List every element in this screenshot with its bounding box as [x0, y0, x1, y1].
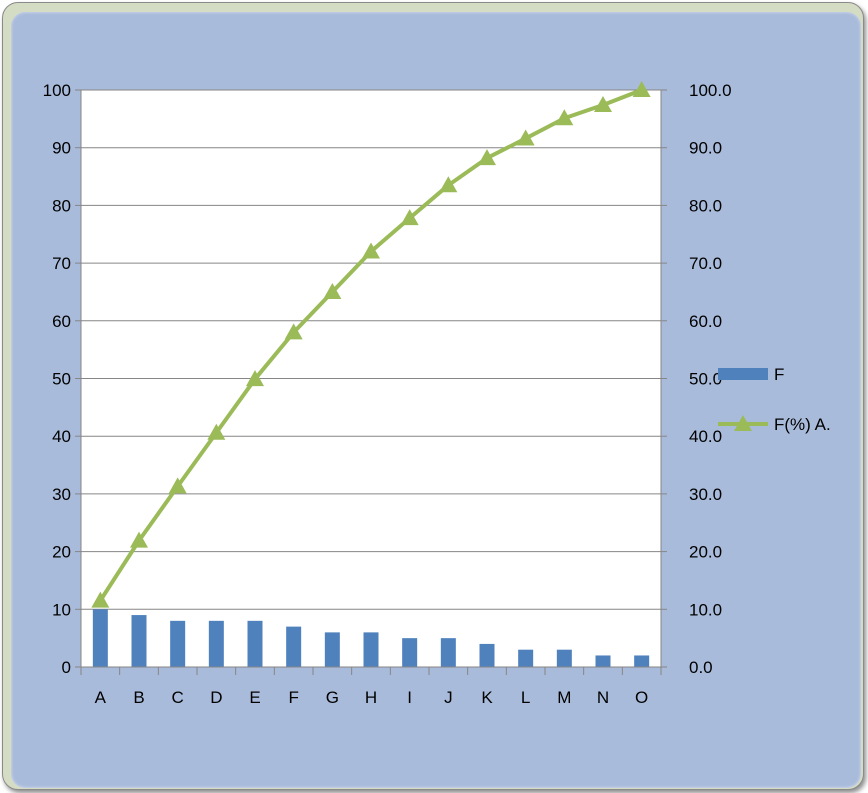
x-axis-tick-label: J — [444, 688, 453, 707]
bar — [363, 632, 379, 667]
legend: F F(%) A. — [718, 365, 831, 434]
line-marker — [246, 370, 264, 387]
line-series — [91, 81, 651, 608]
right-axis-tick-labels: 0.0 10.0 20.0 30.0 40.0 50.0 60.0 70.0 80.0 90.0 1… — [689, 81, 732, 677]
axes — [75, 89, 667, 675]
x-axis-tick-label: L — [521, 688, 530, 707]
left-axis-tick-label: 50 — [52, 370, 71, 389]
left-axis-tick-label: 0 — [62, 658, 71, 677]
line-marker — [207, 423, 226, 440]
x-axis-tick-label: A — [95, 688, 107, 707]
right-axis-tick-label: 90.0 — [689, 139, 722, 158]
line-marker — [168, 477, 187, 494]
x-axis-tick-label: D — [210, 688, 222, 707]
left-axis-tick-label: 10 — [52, 600, 71, 619]
left-axis-tick-label: 70 — [52, 254, 71, 273]
x-axis-tick-label: M — [557, 688, 571, 707]
left-axis-tick-label: 30 — [52, 485, 71, 504]
line-marker — [400, 209, 419, 226]
bar — [479, 643, 495, 667]
line-marker — [516, 129, 535, 146]
bar-series — [92, 609, 650, 667]
line-marker — [130, 531, 148, 548]
left-axis-tick-label: 100 — [43, 81, 71, 100]
bar — [92, 609, 108, 667]
bar — [556, 649, 572, 667]
x-axis-tick-label: N — [597, 688, 609, 707]
right-axis-tick-label: 60.0 — [689, 312, 722, 331]
gridlines — [81, 89, 661, 610]
left-axis-tick-label: 20 — [52, 543, 71, 562]
x-axis-tick-label: H — [365, 688, 377, 707]
left-axis-tick-label: 90 — [52, 139, 71, 158]
line-marker — [91, 591, 110, 608]
right-axis-tick-label: 100.0 — [689, 81, 732, 100]
right-axis-tick-label: 20.0 — [689, 543, 722, 562]
bar — [247, 620, 263, 667]
bar — [131, 615, 147, 667]
line-marker — [323, 282, 342, 299]
right-axis-tick-label: 50.0 — [689, 370, 722, 389]
x-axis-tick-label: C — [172, 688, 184, 707]
line-marker — [284, 323, 303, 340]
left-axis-tick-label: 80 — [52, 196, 71, 215]
x-axis-tick-label: G — [326, 688, 339, 707]
x-axis-tick-label: E — [249, 688, 260, 707]
x-axis-tick-label: I — [407, 688, 412, 707]
line-marker — [555, 109, 574, 126]
x-axis-tick-label: F — [288, 688, 298, 707]
line-marker — [594, 96, 612, 113]
bar — [324, 632, 340, 667]
left-axis-tick-label: 60 — [52, 312, 71, 331]
line-marker — [632, 81, 651, 97]
left-axis-tick-labels: 0 10 20 30 40 50 60 70 80 90 100 — [43, 81, 71, 677]
legend-swatch-marker — [734, 415, 752, 431]
bar — [595, 655, 611, 667]
legend-swatch-bar — [718, 368, 768, 380]
right-axis-tick-label: 80.0 — [689, 196, 722, 215]
bar — [208, 620, 224, 667]
x-axis-tick-label: K — [481, 688, 493, 707]
x-axis-tick-label: B — [133, 688, 144, 707]
line-marker — [478, 149, 496, 166]
bar — [518, 649, 534, 667]
left-axis-tick-label: 40 — [52, 427, 71, 446]
line-marker — [362, 242, 380, 259]
x-axis-tick-label: O — [635, 688, 648, 707]
right-axis-tick-label: 70.0 — [689, 254, 722, 273]
bar — [440, 638, 456, 667]
right-axis-tick-label: 10.0 — [689, 600, 722, 619]
bar — [286, 626, 302, 667]
bar — [634, 655, 650, 667]
x-axis-tick-labels: A B C D E F G H I J K L M N O — [95, 688, 649, 707]
right-axis-tick-label: 40.0 — [689, 427, 722, 446]
legend-label-bar: F — [774, 365, 784, 384]
bar — [170, 620, 186, 667]
line-marker — [439, 176, 458, 193]
right-axis-tick-label: 30.0 — [689, 485, 722, 504]
right-axis-tick-label: 0.0 — [689, 658, 713, 677]
legend-label-line: F(%) A. — [774, 415, 831, 434]
bar — [402, 638, 418, 667]
